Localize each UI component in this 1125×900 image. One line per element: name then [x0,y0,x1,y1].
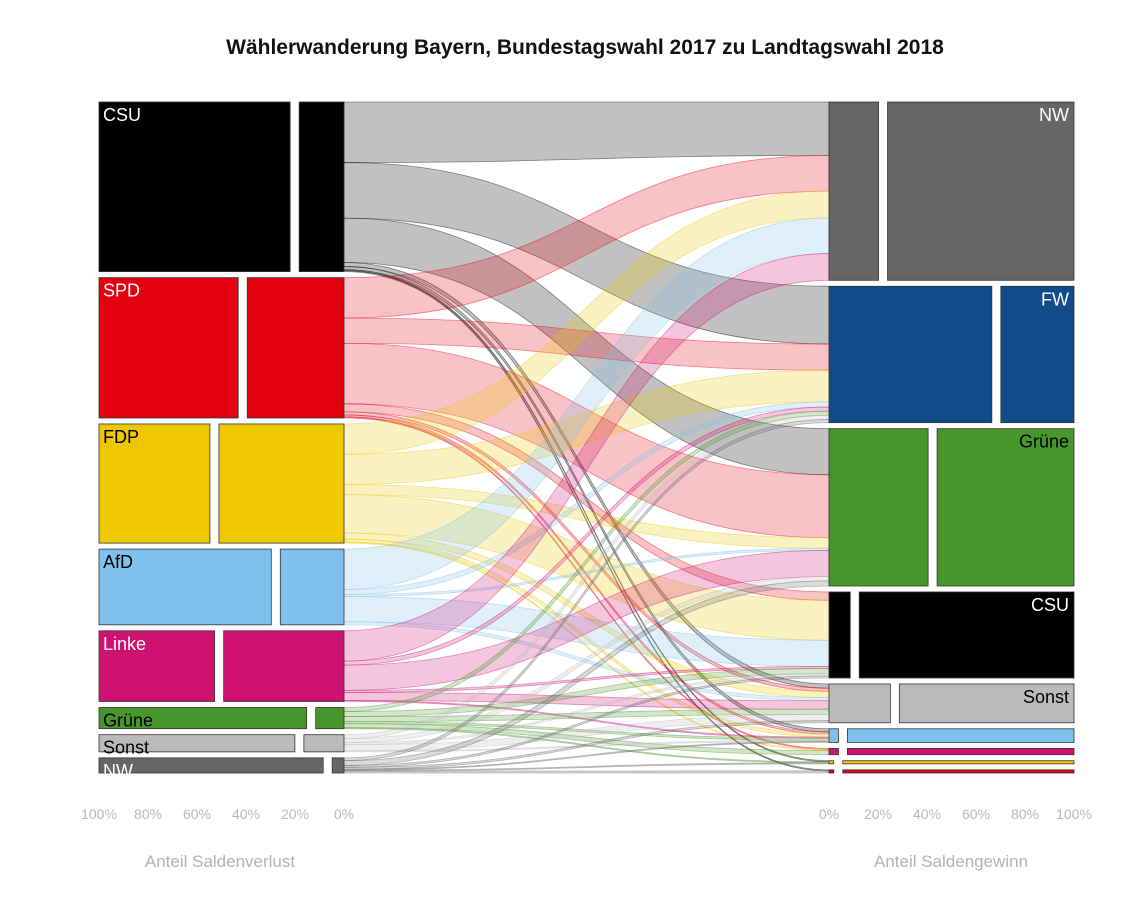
right-axis-tick-0: 0% [819,806,839,822]
target-fdp [828,760,1075,765]
target-sonst-box-main [828,683,891,724]
source-afd-box-main [98,548,272,626]
left-axis-label: Anteil Saldenverlust [145,852,296,871]
left-axis-tick-5: 0% [334,806,354,822]
right-axis-tick-3: 60% [962,806,990,822]
source-csu-box-main [98,101,291,273]
source-gruene-box-part [315,707,345,730]
target-nw-label: NW [1039,105,1069,125]
flow-nw-to-spd [343,770,830,774]
right-axis-tick-2: 40% [913,806,941,822]
target-fw: FW [828,285,1075,424]
source-linke-box-main [98,630,216,702]
flow-csu-to-nw [343,101,830,163]
source-spd-label: SPD [103,281,140,301]
target-linke-box-part [847,748,1075,756]
left-axis-tick-2: 60% [183,806,211,822]
target-fdp-box-main [828,760,835,765]
source-afd-box-part [279,548,345,626]
target-sonst-box-part [898,683,1075,724]
target-csu-box-part [858,591,1075,679]
target-fdp-box-part [842,760,1075,765]
target-nw-box-part [887,101,1075,281]
target-gruene: Grüne [828,428,1075,587]
right-axis-tick-4: 80% [1011,806,1039,822]
source-nw-label: NW [103,761,133,781]
source-spd: SPD [98,277,345,419]
target-afd [828,728,1075,743]
source-nw: NW [98,757,345,781]
target-fw-label: FW [1041,289,1069,309]
source-linke-box-part [223,630,345,702]
flow-layer [343,101,830,774]
target-linke-box-main [828,748,839,756]
target-spd [828,769,1075,774]
source-linke: Linke [98,630,345,702]
source-gruene-label: Grüne [103,710,153,730]
source-csu-label: CSU [103,105,141,125]
target-box-layer: NW FW Grüne CSU Sonst [828,101,1075,774]
source-csu: CSU [98,101,345,273]
target-gruene-box-main [828,428,929,587]
source-sonst: Sonst [98,734,345,758]
target-afd-box-main [828,728,839,743]
source-spd-box-part [246,277,345,419]
target-gruene-label: Grüne [1019,432,1069,452]
chart-title: Wählerwanderung Bayern, Bundestagswahl 2… [226,36,944,59]
source-linke-label: Linke [103,634,146,654]
source-fdp-box-part [218,423,345,544]
target-sonst: Sonst [828,683,1075,724]
target-csu: CSU [828,591,1075,679]
target-spd-box-main [828,769,835,774]
source-afd: AfD [98,548,345,626]
target-csu-label: CSU [1031,595,1069,615]
left-axis-tick-4: 20% [281,806,309,822]
source-afd-label: AfD [103,552,133,572]
left-axis-tick-0: 100% [81,806,117,822]
source-gruene-box-main [98,707,308,730]
target-spd-box-part [842,769,1075,774]
target-fw-box-part [1000,285,1075,424]
source-gruene: Grüne [98,707,345,730]
target-afd-box-part [847,728,1075,743]
target-nw-box-main [828,101,879,281]
source-fdp: FDP [98,423,345,544]
source-sonst-label: Sonst [103,738,149,758]
source-box-layer: CSU SPD FDP AfD Linke Grüne Sonst NW [98,101,345,781]
target-nw: NW [828,101,1075,281]
source-sonst-box-part [303,734,345,753]
left-axis-tick-1: 80% [134,806,162,822]
source-nw-box-main [98,757,324,774]
source-fdp-label: FDP [103,427,139,447]
right-axis: 0% 20% 40% 60% 80% 100% Anteil Saldengewinn [819,806,1092,871]
source-fdp-box-main [98,423,211,544]
source-spd-box-main [98,277,239,419]
target-sonst-label: Sonst [1023,687,1069,707]
right-axis-tick-5: 100% [1056,806,1092,822]
target-gruene-box-part [936,428,1075,587]
source-nw-box-part [331,757,345,774]
source-csu-box-part [298,101,345,273]
right-axis-tick-1: 20% [864,806,892,822]
left-axis: 100% 80% 60% 40% 20% 0% Anteil Saldenverlust [81,806,354,871]
target-fw-box-main [828,285,993,424]
left-axis-tick-3: 40% [232,806,260,822]
target-linke [828,748,1075,756]
right-axis-label: Anteil Saldengewinn [874,852,1028,871]
source-sonst-box-main [98,734,296,753]
target-csu-box-main [828,591,851,679]
